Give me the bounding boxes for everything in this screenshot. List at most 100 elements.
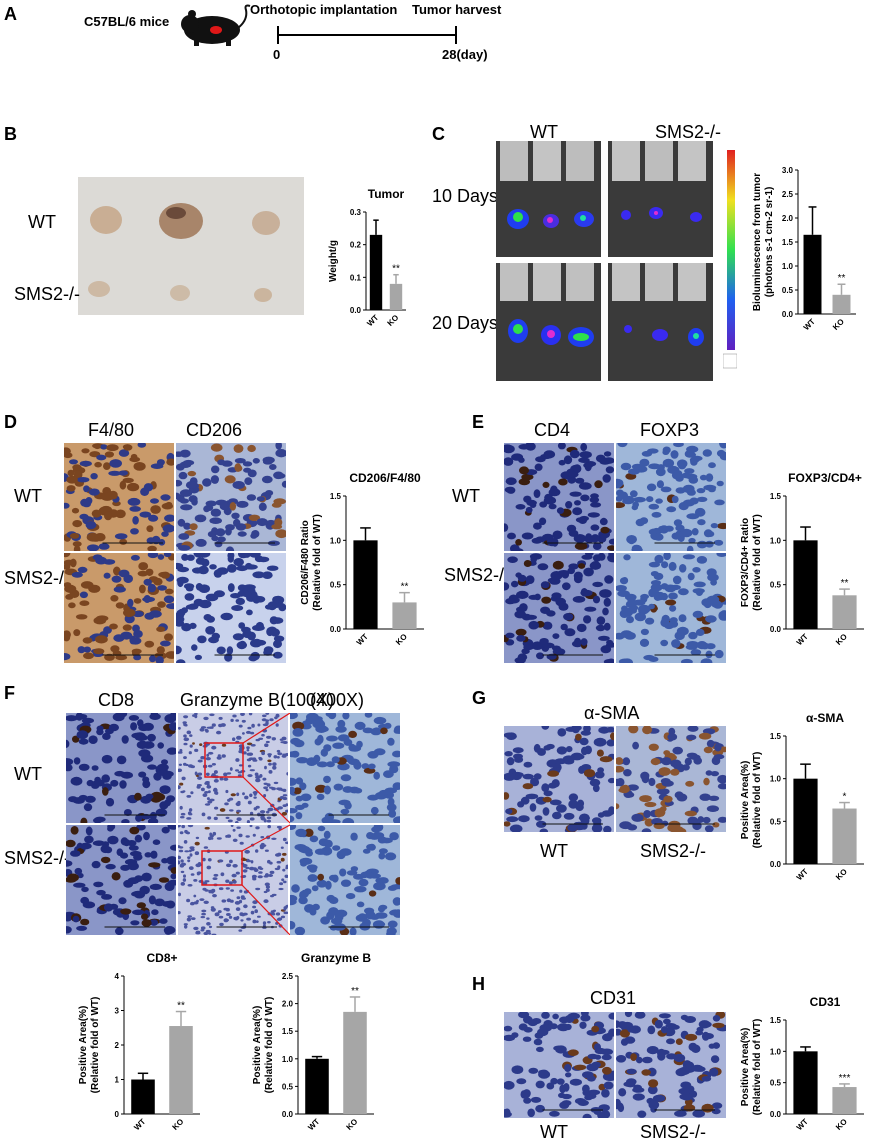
bar-ko	[832, 595, 857, 629]
x-tick-label: KO	[834, 632, 849, 647]
bar-ko	[832, 294, 851, 314]
bar-ko	[832, 1087, 857, 1114]
panel-a-label: A	[4, 4, 17, 24]
bar-ko	[392, 602, 417, 629]
panel-d-row-wt: WT	[14, 486, 42, 506]
chart-title: CD8+	[146, 951, 177, 965]
y-tick-label: 0.5	[282, 1082, 294, 1091]
y-tick-label: 2	[115, 1041, 120, 1050]
y-tick-label: 2.0	[782, 214, 794, 223]
panel-e-label: E	[472, 412, 485, 432]
timeline-step-harvest: Tumor harvest	[412, 2, 502, 17]
y-tick-label: 0.0	[350, 306, 362, 315]
y-tick-label: 0.3	[350, 208, 362, 217]
panel-f-col-cd8: CD8	[98, 690, 135, 710]
y-tick-label: 0.0	[330, 625, 342, 634]
panel-c-col-wt: WT	[530, 122, 558, 142]
x-tick-label: WT	[795, 1117, 810, 1132]
panel-b-row-wt: WT	[28, 212, 56, 232]
chart-granzyme-b: Granzyme B 0.0 0.5 1.0 1.5 2.0 2.5 Positive Are…	[240, 950, 388, 1140]
y-axis-label-2: (Relative fold of WT)	[752, 514, 763, 611]
chart-title: CD31	[810, 995, 841, 1009]
panel-c-label: C	[432, 124, 445, 144]
bar-wt	[793, 1051, 818, 1114]
panel-h-row-wt: WT	[540, 1122, 568, 1142]
y-tick-label: 1	[115, 1076, 120, 1085]
bar-wt	[369, 234, 383, 310]
significance-marker: **	[401, 582, 409, 593]
y-tick-label: 1.0	[782, 262, 794, 271]
y-tick-label: 0.1	[350, 273, 362, 282]
y-tick-label: 1.5	[782, 238, 794, 247]
chart-title: FOXP3/CD4+	[788, 471, 862, 485]
ihc-cd206-wt	[176, 443, 286, 551]
y-tick-label: 0.0	[770, 1110, 782, 1119]
bar-ko	[343, 1011, 367, 1114]
timeline-start: 0	[273, 47, 281, 62]
y-tick-label: 1.5	[282, 1027, 294, 1036]
ihc-granzyme-400x-wt	[290, 713, 400, 823]
y-tick-label: 1.5	[770, 732, 782, 741]
timeline-line	[276, 24, 458, 46]
y-axis-label: CD206/F480 Ratio	[300, 520, 311, 604]
bar-ko	[169, 1026, 193, 1114]
x-tick-label: KO	[345, 1117, 360, 1132]
y-axis-label: Positive Area(%)	[252, 1006, 263, 1085]
ihc-f480-ko	[64, 553, 174, 663]
mice-label: C57BL/6 mice	[84, 14, 170, 29]
chart-svg: FOXP3/CD4+ 0.0 0.5 1.0 1.5 FOXP3/CD4+ Ratio (R…	[740, 471, 864, 647]
panel-e-row-ko: SMS2-/-	[444, 565, 511, 585]
y-tick-label: 0.5	[770, 581, 782, 590]
ihc-granzyme-400x-ko	[290, 825, 400, 935]
panel-f-row-wt: WT	[14, 764, 42, 784]
panel-e-row-wt: WT	[452, 486, 480, 506]
chart-svg: Granzyme B 0.0 0.5 1.0 1.5 2.0 2.5 Positive Are…	[252, 951, 374, 1132]
y-axis-label-2: (Relative fold of WT)	[312, 514, 323, 611]
y-tick-label: 1.5	[770, 492, 782, 501]
chart-svg: α-SMA 0.0 0.5 1.0 1.5 Positive Area(%) (Relati…	[740, 711, 864, 882]
significance-marker: **	[177, 1001, 185, 1012]
y-tick-label: 1.0	[330, 536, 342, 545]
chart-svg: 0.0 0.5 1.0 1.5 2.0 2.5 3.0 Bioluminescence fro…	[752, 166, 856, 332]
panel-d-col-f480: F4/80	[88, 420, 135, 440]
y-tick-label: 1.5	[330, 492, 342, 501]
panel-e-col-cd4: CD4	[534, 420, 571, 440]
x-tick-label: WT	[795, 867, 810, 882]
ihc-f480-wt	[64, 443, 174, 551]
y-tick-label: 0.0	[770, 625, 782, 634]
chart-svg: CD31 0.0 0.5 1.0 1.5 Positive Area(%) (Relativ…	[740, 995, 864, 1132]
ivis-ko-10d	[608, 141, 713, 257]
y-tick-label: 2.5	[782, 190, 794, 199]
bar-wt	[803, 234, 822, 314]
timeline-end: 28(day)	[442, 47, 488, 62]
panel-f-label: F	[4, 683, 15, 703]
y-tick-label: 0.5	[770, 1079, 782, 1088]
panel-g-label: G	[472, 688, 487, 708]
mouse-icon	[176, 4, 258, 48]
chart-bioluminescence: 0.0 0.5 1.0 1.5 2.0 2.5 3.0 Bioluminescence fro…	[740, 160, 870, 340]
bar-wt	[305, 1058, 329, 1114]
panel-g-col-asma: α-SMA	[584, 703, 640, 723]
panel-b-row-ko: SMS2-/-	[14, 284, 81, 304]
y-tick-label: 1.0	[770, 536, 782, 545]
significance-marker: *	[843, 792, 847, 803]
significance-marker: **	[392, 264, 400, 275]
ivis-wt-20d	[496, 263, 601, 381]
chart-svg: CD8+ 0 1 2 3 4 Positive Area(%) (Relative fold …	[78, 951, 200, 1132]
panel-d-row-ko: SMS2-/-	[4, 568, 71, 588]
y-tick-label: 2.0	[282, 1000, 294, 1009]
chart-svg: CD206/F4/80 0.0 0.5 1.0 1.5 CD206/F480 Ratio(…	[300, 471, 424, 647]
ihc-cd31-wt	[504, 1012, 614, 1118]
ivis-wt-10d	[496, 141, 601, 257]
panel-g-row-ko: SMS2-/-	[640, 841, 707, 861]
y-tick-label: 0.0	[782, 310, 794, 319]
panel-d-label: D	[4, 412, 17, 432]
chart-foxp3-cd4: FOXP3/CD4+ 0.0 0.5 1.0 1.5 FOXP3/CD4+ Ratio (R…	[728, 470, 878, 655]
significance-marker: **	[351, 986, 359, 997]
y-axis-label-2: (photons s-1 cm-2 sr-1)	[764, 187, 775, 298]
panel-c-row-20days: 20 Days	[432, 313, 499, 333]
chart-asma: α-SMA 0.0 0.5 1.0 1.5 Positive Area(%) (Relati…	[728, 710, 878, 890]
panel-d-col-cd206: CD206	[186, 420, 243, 440]
ihc-foxp3-wt	[616, 443, 726, 551]
x-tick-label: WT	[355, 632, 370, 647]
